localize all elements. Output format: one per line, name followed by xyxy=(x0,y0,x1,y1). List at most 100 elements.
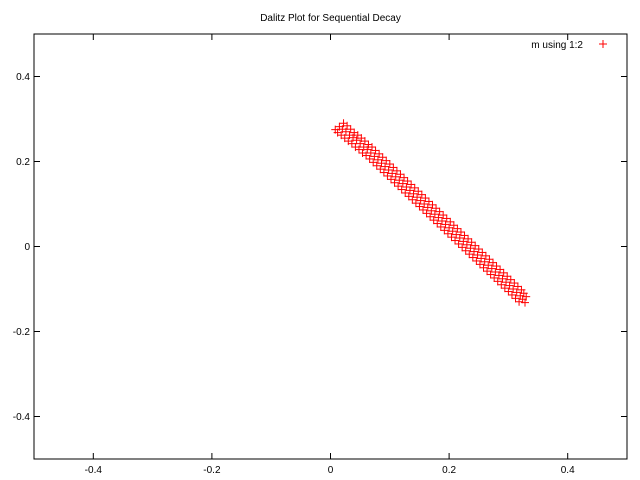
data-point xyxy=(383,171,392,180)
x-tick-label: 0 xyxy=(328,465,334,476)
data-point xyxy=(369,158,378,167)
data-point xyxy=(497,280,506,289)
data-point xyxy=(341,127,350,136)
data-point xyxy=(458,243,467,252)
data-point xyxy=(486,270,495,279)
data-point xyxy=(379,168,388,177)
data-point xyxy=(447,233,456,242)
data-point xyxy=(402,183,411,191)
data-point xyxy=(496,265,505,274)
data-point xyxy=(467,238,476,247)
data-point xyxy=(490,273,499,282)
data-point xyxy=(376,165,385,174)
data-point xyxy=(356,139,365,148)
y-tick-label: 0.2 xyxy=(16,157,30,168)
data-point xyxy=(414,187,423,196)
data-point xyxy=(459,237,468,246)
x-axis: -0.4 -0.2 0 0.2 0.4 xyxy=(85,34,575,476)
data-point xyxy=(449,221,458,230)
data-point xyxy=(466,244,475,253)
data-point xyxy=(513,282,522,291)
legend: m using 1:2 xyxy=(531,40,607,51)
data-point xyxy=(462,240,471,249)
data-point xyxy=(493,277,502,286)
x-tick-label: -0.2 xyxy=(203,465,221,476)
data-point xyxy=(378,153,387,162)
data-point xyxy=(373,155,382,164)
data-point xyxy=(426,212,435,221)
data-point xyxy=(521,298,530,307)
data-point xyxy=(480,257,489,266)
data-point xyxy=(437,217,446,225)
y-axis: 0.4 0.2 0 -0.2 -0.4 xyxy=(13,72,627,423)
data-point xyxy=(390,178,399,187)
legend-plus-icon xyxy=(599,40,607,48)
data-point xyxy=(413,193,422,202)
data-point xyxy=(435,207,444,216)
y-tick-label: -0.2 xyxy=(13,327,31,338)
data-point xyxy=(421,194,430,203)
data-point xyxy=(440,226,449,235)
data-point xyxy=(365,154,374,163)
data-point xyxy=(460,231,469,240)
data-point xyxy=(511,294,520,303)
y-tick-label: -0.4 xyxy=(13,412,31,423)
data-point xyxy=(409,189,418,198)
data-point xyxy=(441,220,450,229)
data-point xyxy=(382,156,391,165)
data-point xyxy=(371,146,380,155)
data-point xyxy=(443,229,452,238)
data-point xyxy=(471,241,480,250)
data-point xyxy=(370,152,379,161)
data-point xyxy=(473,251,482,259)
data-point xyxy=(416,196,425,205)
data-point xyxy=(428,200,437,209)
data-point xyxy=(481,251,490,260)
x-tick-label: -0.4 xyxy=(85,465,103,476)
data-point xyxy=(499,268,508,277)
data-point xyxy=(405,186,414,195)
x-tick-label: 0.2 xyxy=(442,465,456,476)
data-point xyxy=(389,163,398,172)
data-point xyxy=(479,263,488,272)
data-point xyxy=(474,245,483,254)
data-point xyxy=(505,281,514,290)
data-point xyxy=(343,121,352,130)
data-point xyxy=(491,268,500,276)
data-point xyxy=(388,169,397,178)
data-point xyxy=(485,255,494,264)
data-point xyxy=(377,159,386,168)
data-point xyxy=(506,275,515,284)
y-tick-label: 0 xyxy=(24,242,30,253)
data-point xyxy=(372,161,381,170)
data-point xyxy=(451,236,460,245)
data-point xyxy=(427,206,436,215)
data-point xyxy=(454,239,463,248)
data-point xyxy=(397,185,406,194)
data-point xyxy=(391,172,400,181)
data-point xyxy=(504,287,513,296)
data-point xyxy=(503,272,512,281)
data-point xyxy=(507,290,516,299)
data-point xyxy=(436,222,445,231)
data-point xyxy=(362,151,371,160)
data-point xyxy=(384,166,393,174)
data-point xyxy=(445,223,454,232)
data-point xyxy=(419,205,428,214)
data-point xyxy=(423,203,432,212)
legend-label: m using 1:2 xyxy=(531,40,583,51)
data-point xyxy=(410,183,419,192)
data-point xyxy=(487,264,496,273)
plot-frame xyxy=(33,33,628,460)
data-point xyxy=(500,284,509,293)
chart-title: Dalitz Plot for Sequential Decay xyxy=(260,13,401,24)
y-tick-label: 0.4 xyxy=(16,72,30,83)
data-point xyxy=(522,292,531,301)
data-point xyxy=(401,188,410,197)
data-point xyxy=(395,176,404,185)
data-point xyxy=(498,274,507,283)
data-point xyxy=(394,182,403,191)
data-point xyxy=(433,219,442,228)
data-point xyxy=(434,213,443,222)
